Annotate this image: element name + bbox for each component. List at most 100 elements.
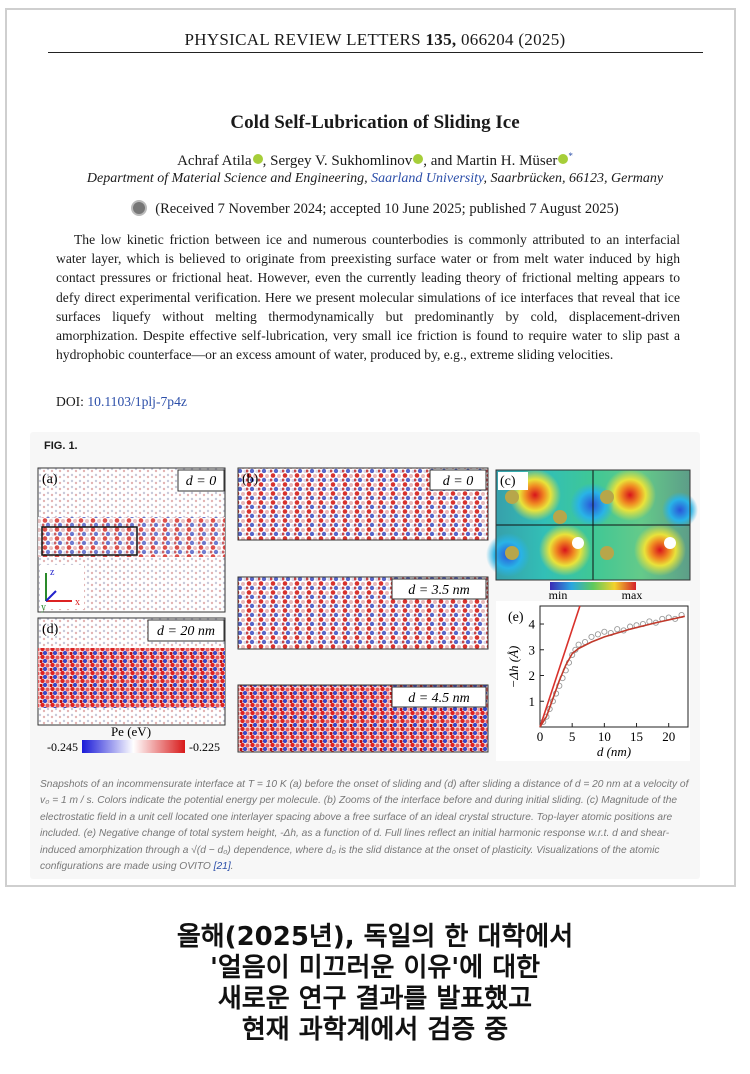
doi: DOI: 10.1103/1plj-7p4z: [56, 394, 187, 410]
y-tick-label: 3: [529, 642, 536, 657]
orcid-icon[interactable]: [558, 154, 569, 164]
label-box: [429, 469, 487, 491]
header-rule: [48, 52, 703, 53]
abstract: The low kinetic friction between ice and…: [56, 232, 680, 363]
atom: [600, 546, 614, 560]
colorbar: [550, 582, 636, 590]
fit-curve: [539, 615, 685, 728]
affiliation-text: , Saarbrücken, 66123, Germany: [483, 171, 664, 186]
field-coldspot: [662, 492, 698, 528]
figure: (a) d = 0 z y x (d) d = 20 nm Pe (eV) -0…: [37, 467, 698, 761]
overlay-line: 새로운 연구 결과를 발표했고: [217, 984, 533, 1014]
label-box: [177, 469, 225, 492]
distance-label: d = 3.5 nm: [408, 583, 470, 598]
reference-link[interactable]: [21]: [213, 861, 231, 873]
university-link[interactable]: Saarland University: [371, 171, 484, 186]
figure-label: FIG. 1.: [44, 440, 78, 452]
zoom-box: [41, 526, 138, 556]
atom: [505, 490, 519, 504]
figure-caption: Snapshots of an incommensurate interface…: [40, 777, 692, 875]
caption-text: .: [230, 861, 234, 873]
journal: PHYSICAL REVIEW LETTERS: [184, 30, 421, 49]
panel-label: (c): [500, 474, 516, 489]
open-access-icon: [131, 200, 148, 216]
data-point: [575, 641, 582, 648]
panel-bg: [496, 601, 690, 761]
panel-a: (a) d = 0 z y x: [37, 467, 226, 613]
colorbar-min: min: [549, 588, 568, 602]
affiliation: Department of Material Science and Engin…: [0, 171, 750, 187]
panel-d: (d) d = 20 nm Pe (eV) -0.245 -0.225: [37, 617, 226, 754]
atom: [553, 510, 567, 524]
paper-title: Cold Self-Lubrication of Sliding Ice: [230, 112, 520, 133]
data-point: [588, 633, 595, 640]
colorbar-min: -0.245: [47, 740, 78, 754]
running-header: PHYSICAL REVIEW LETTERS 135, 066204 (202…: [0, 30, 750, 50]
panel-b: (b) d = 0 d = 3.5 nm d = 4.5 nm: [237, 467, 489, 753]
article-id: 066204 (2025): [461, 30, 566, 49]
snapshot-interface: [38, 648, 225, 708]
author: Achraf Atila: [177, 153, 252, 169]
data-point: [594, 631, 601, 638]
doi-label: DOI:: [56, 394, 84, 409]
distance-label: d = 0: [186, 474, 216, 489]
axis-arrow: [45, 590, 57, 602]
panel-e: (e) −Δh (Å) d (nm) 0 5 10 15 20 1 2 3 4: [496, 601, 690, 761]
doi-link[interactable]: 10.1103/1plj-7p4z: [87, 394, 187, 409]
panel-label: (b): [242, 472, 259, 487]
history-text: (Received 7 November 2024; accepted 10 J…: [155, 201, 619, 217]
authors: Achraf Atila , Sergey V. Sukhomlinov , and…: [0, 151, 750, 170]
label-box: [147, 619, 225, 642]
x-tick-label: 0: [537, 729, 544, 744]
paper-card: [5, 8, 736, 887]
x-axis-label: d (nm): [597, 744, 631, 759]
data-point: [601, 628, 608, 635]
orcid-icon[interactable]: [252, 154, 263, 164]
harmonic-curve: [539, 605, 581, 728]
orcid-icon[interactable]: [413, 154, 424, 164]
colorbar-max: -0.225: [189, 740, 220, 754]
volume: 135,: [425, 30, 457, 49]
overlay-line: 현재 과학계에서 검증 중: [241, 1015, 509, 1045]
axis-label: z: [50, 567, 55, 578]
data-point: [569, 651, 576, 658]
colorbar-max: max: [622, 588, 643, 602]
distance-label: d = 20 nm: [157, 624, 215, 639]
field-hotspot: [634, 524, 686, 576]
label-box: [498, 472, 528, 490]
author: , and Martin H. Müser: [423, 153, 558, 169]
panel-label: (d): [42, 622, 59, 637]
distance-label: d = 0: [443, 474, 473, 489]
x-tick-label: 20: [662, 729, 675, 744]
y-axis-label: −Δh (Å): [506, 646, 521, 689]
atom: [505, 546, 519, 560]
history: (Received 7 November 2024; accepted 10 J…: [0, 200, 750, 218]
affiliation-text: Department of Material Science and Engin…: [86, 171, 372, 186]
overlay-caption: 올해(2025년), 독일의 한 대학에서 '얼음이 미끄러운 이유'에 대한 …: [0, 922, 750, 1046]
atom: [664, 537, 676, 549]
field-hotspot: [604, 469, 656, 521]
panel-frame: [495, 469, 691, 581]
overlay-line: 올해(2025년), 독일의 한 대학에서: [176, 922, 574, 952]
label-box: [391, 578, 487, 600]
axis-label: y: [41, 602, 46, 613]
x-tick-label: 15: [630, 729, 643, 744]
colorbar-title: Pe (eV): [111, 724, 151, 739]
y-tick-label: 2: [529, 668, 536, 683]
atom: [572, 537, 584, 549]
footnote-mark[interactable]: *: [568, 151, 573, 161]
caption-text: Snapshots of an incommensurate interface…: [40, 779, 689, 873]
atom: [600, 490, 614, 504]
author: , Sergey V. Sukhomlinov: [262, 153, 413, 169]
y-tick-label: 1: [529, 694, 536, 709]
x-tick-label: 10: [598, 729, 611, 744]
plot-frame: [539, 605, 689, 728]
distance-label: d = 4.5 nm: [408, 691, 470, 706]
panel-label: (a): [42, 472, 58, 487]
axis-label: x: [75, 597, 80, 608]
x-tick-label: 5: [569, 729, 576, 744]
label-box: [391, 686, 487, 708]
data-point: [614, 626, 621, 633]
